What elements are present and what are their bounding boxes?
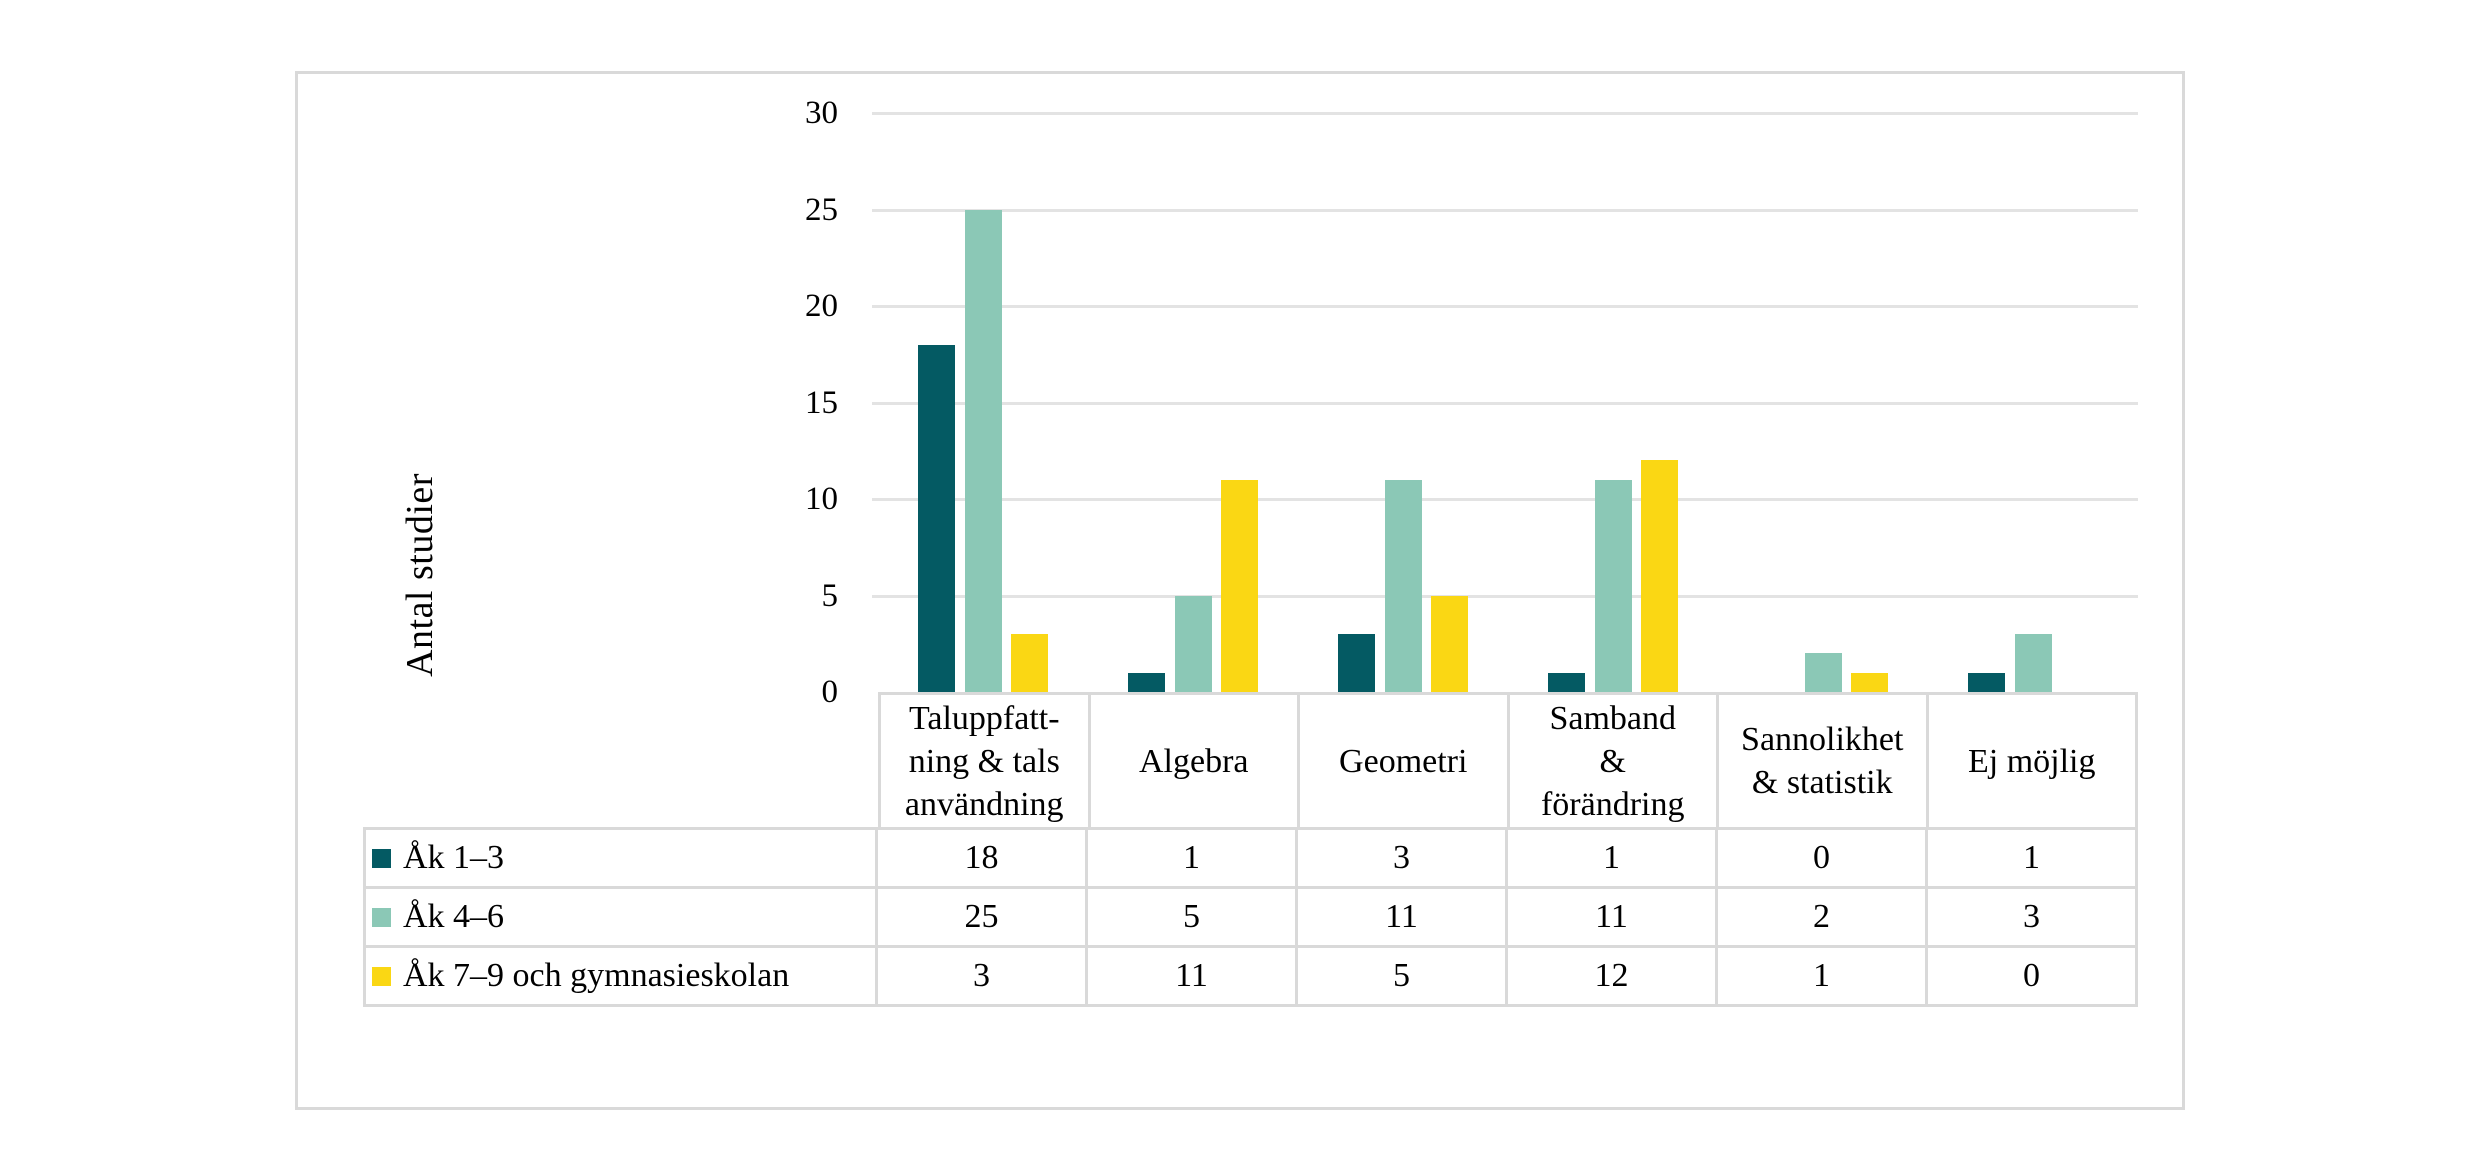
bar [2014, 634, 2052, 692]
category-header-line: Geometri [1339, 742, 1468, 780]
bar [1804, 653, 1842, 692]
value-cell: 3 [1298, 830, 1508, 886]
value-cell: 11 [1298, 889, 1508, 945]
category-header-line: Taluppfatt- [908, 699, 1060, 737]
value-cell: 1 [1088, 830, 1298, 886]
category-header-cell: Ej möjlig [1929, 695, 2136, 827]
category-header-line: Algebra [1138, 742, 1249, 780]
bar [1594, 479, 1632, 692]
y-gridline [872, 401, 2138, 405]
y-axis-title: Antal studier [399, 473, 441, 677]
bar [1641, 460, 1678, 692]
y-tick-label: 10 [805, 481, 838, 517]
category-header-line: ning & tals [908, 742, 1060, 780]
category-header-cell: Algebra [1091, 695, 1300, 827]
legend-label: Åk 7–9 och gymnasieskolan [403, 957, 790, 994]
value-cell: 1 [2023, 839, 2040, 876]
value-cell: 11 [1088, 948, 1298, 1004]
bar [1338, 634, 1375, 692]
value-cell: 18 [878, 830, 1088, 886]
y-gridline [872, 112, 2138, 115]
y-tick-label: 25 [805, 191, 838, 228]
category-header-cell: Geometri [1300, 695, 1510, 827]
value-cell: 1 [1718, 948, 1928, 1004]
y-tick-label: 5 [821, 577, 839, 614]
legend-swatch [372, 848, 391, 868]
category-header-line: & [1599, 742, 1626, 780]
y-tick-label: 0 [821, 674, 839, 710]
value-cell: 5 [1298, 948, 1508, 1004]
bar [918, 344, 955, 692]
y-gridline [872, 305, 2138, 308]
chart-frame: Antal studier 0 5 10 15 20 25 30 Taluppfatt-ni… [295, 71, 2185, 1110]
value-cell: 25 [878, 889, 1088, 945]
value-cell: 0 [1718, 830, 1928, 886]
legend-label: Åk 1–3 [403, 839, 505, 876]
legend-cell: Åk 7–9 och gymnasieskolan [366, 948, 878, 1004]
bar [1384, 479, 1422, 692]
bar [1548, 672, 1585, 692]
value-cell: 5 [1088, 889, 1298, 945]
category-header-line: Samband [1549, 699, 1677, 737]
table-row: Åk 1–3 18 1 3 1 0 1 [366, 830, 2135, 889]
category-header-row: Taluppfatt-ning & tals användning Algebra G… [878, 692, 2138, 827]
legend-swatch [372, 907, 391, 927]
category-header-line: förändring [1540, 785, 1685, 823]
y-tick-label: 30 [805, 95, 838, 131]
bar [1968, 672, 2005, 692]
bar [1174, 595, 1212, 692]
y-tick-label: 15 [805, 384, 838, 421]
category-header-line: Ej möjlig [1968, 742, 2096, 780]
value-cell: 1 [1508, 830, 1718, 886]
category-header-cell: Sannolikhet & statistik [1719, 695, 1929, 827]
category-header-line: & statistik [1751, 764, 1893, 801]
category-header-cell: Taluppfatt-ning & tals användning [881, 695, 1091, 827]
value-cell: 11 [1508, 889, 1718, 945]
value-cell: 3 [2023, 898, 2040, 935]
bar [1128, 672, 1165, 692]
bar [1851, 672, 1888, 692]
bar [1431, 595, 1468, 692]
table-row: Åk 7–9 och gymnasieskolan 3 11 5 12 1 0 [366, 948, 2135, 1004]
category-header-cell: Samband & förändring [1510, 695, 1719, 827]
y-tick-label: 20 [805, 288, 838, 324]
legend-label: Åk 4–6 [403, 898, 505, 935]
bar [964, 209, 1002, 692]
y-gridline [872, 594, 2138, 598]
value-cell: 2 [1718, 889, 1928, 945]
value-cell: 0 [2023, 957, 2040, 994]
value-cell: 3 [878, 948, 1088, 1004]
y-gridline [872, 208, 2138, 212]
bar [1221, 479, 1258, 692]
table-row: Åk 4–6 25 5 11 11 2 3 [366, 889, 2135, 948]
legend-cell: Åk 1–3 [366, 830, 878, 886]
category-header-line: Sannolikhet [1741, 721, 1904, 758]
legend-cell: Åk 4–6 [366, 889, 878, 945]
category-header-line: användning [904, 785, 1064, 823]
data-table: Åk 1–3 18 1 3 1 0 1 Åk 4–6 25 5 11 11 2 3 Åk 7–9 och g… [363, 827, 2138, 1007]
value-cell: 12 [1508, 948, 1718, 1004]
y-gridline [872, 498, 2138, 501]
legend-swatch [372, 966, 391, 986]
bar [1011, 634, 1048, 692]
